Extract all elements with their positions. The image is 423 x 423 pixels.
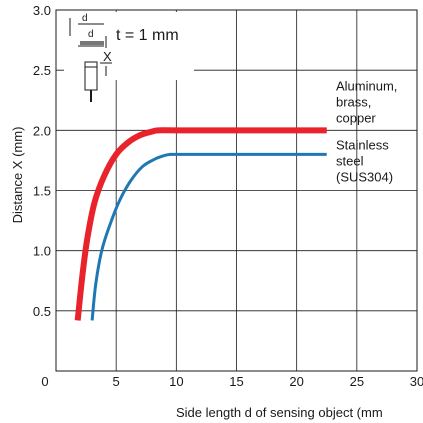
x-tick-label: 10 — [169, 374, 183, 389]
series-label-1: copper — [336, 110, 376, 125]
series-label-1: brass, — [336, 94, 371, 109]
inset-thickness-label: t = 1 mm — [116, 27, 179, 44]
inset-d-label: d — [88, 29, 94, 40]
y-tick-label: 1.5 — [33, 184, 51, 199]
series-labels: Aluminum,brass,copper Stainlesssteel(SUS3… — [336, 78, 397, 184]
y-tick-label: 3.0 — [33, 3, 51, 18]
y-tick-label: 2.0 — [33, 123, 51, 138]
target-plate — [80, 41, 104, 45]
series-line-1 — [74, 127, 327, 321]
y-axis-label: Distance X (mm) — [10, 127, 25, 224]
x-tick-label: 20 — [289, 374, 303, 389]
plot-frame — [55, 9, 418, 372]
x-tick-label: 25 — [350, 374, 364, 389]
series-lines — [74, 127, 327, 321]
inset-x-label: X — [103, 49, 112, 64]
x-tick-label: 5 — [113, 374, 120, 389]
series-label-2: Stainless — [336, 137, 389, 152]
y-tick-label: 0.5 — [33, 304, 51, 319]
x-tick-labels: 0 5 10 15 20 25 30 — [41, 374, 423, 389]
series-label-1: Aluminum, — [336, 78, 397, 93]
sensor-inset-diagram: d d t = 1 mm X — [64, 12, 194, 102]
series-label-2: steel — [336, 153, 364, 168]
x-tick-label: 30 — [410, 374, 423, 389]
inset-d-label-top: d — [82, 13, 88, 24]
x-axis-label: Side length d of sensing object (mm — [176, 405, 383, 420]
y-tick-label: 1.0 — [33, 244, 51, 259]
x-tick-label: 0 — [41, 374, 48, 389]
y-tick-labels: 0.5 1.0 1.5 2.0 2.5 3.0 — [33, 3, 51, 319]
sensor-head — [84, 61, 98, 91]
series-label-2: (SUS304) — [336, 169, 393, 184]
series-line-2 — [90, 152, 327, 321]
y-tick-label: 2.5 — [33, 63, 51, 78]
x-tick-label: 15 — [229, 374, 243, 389]
